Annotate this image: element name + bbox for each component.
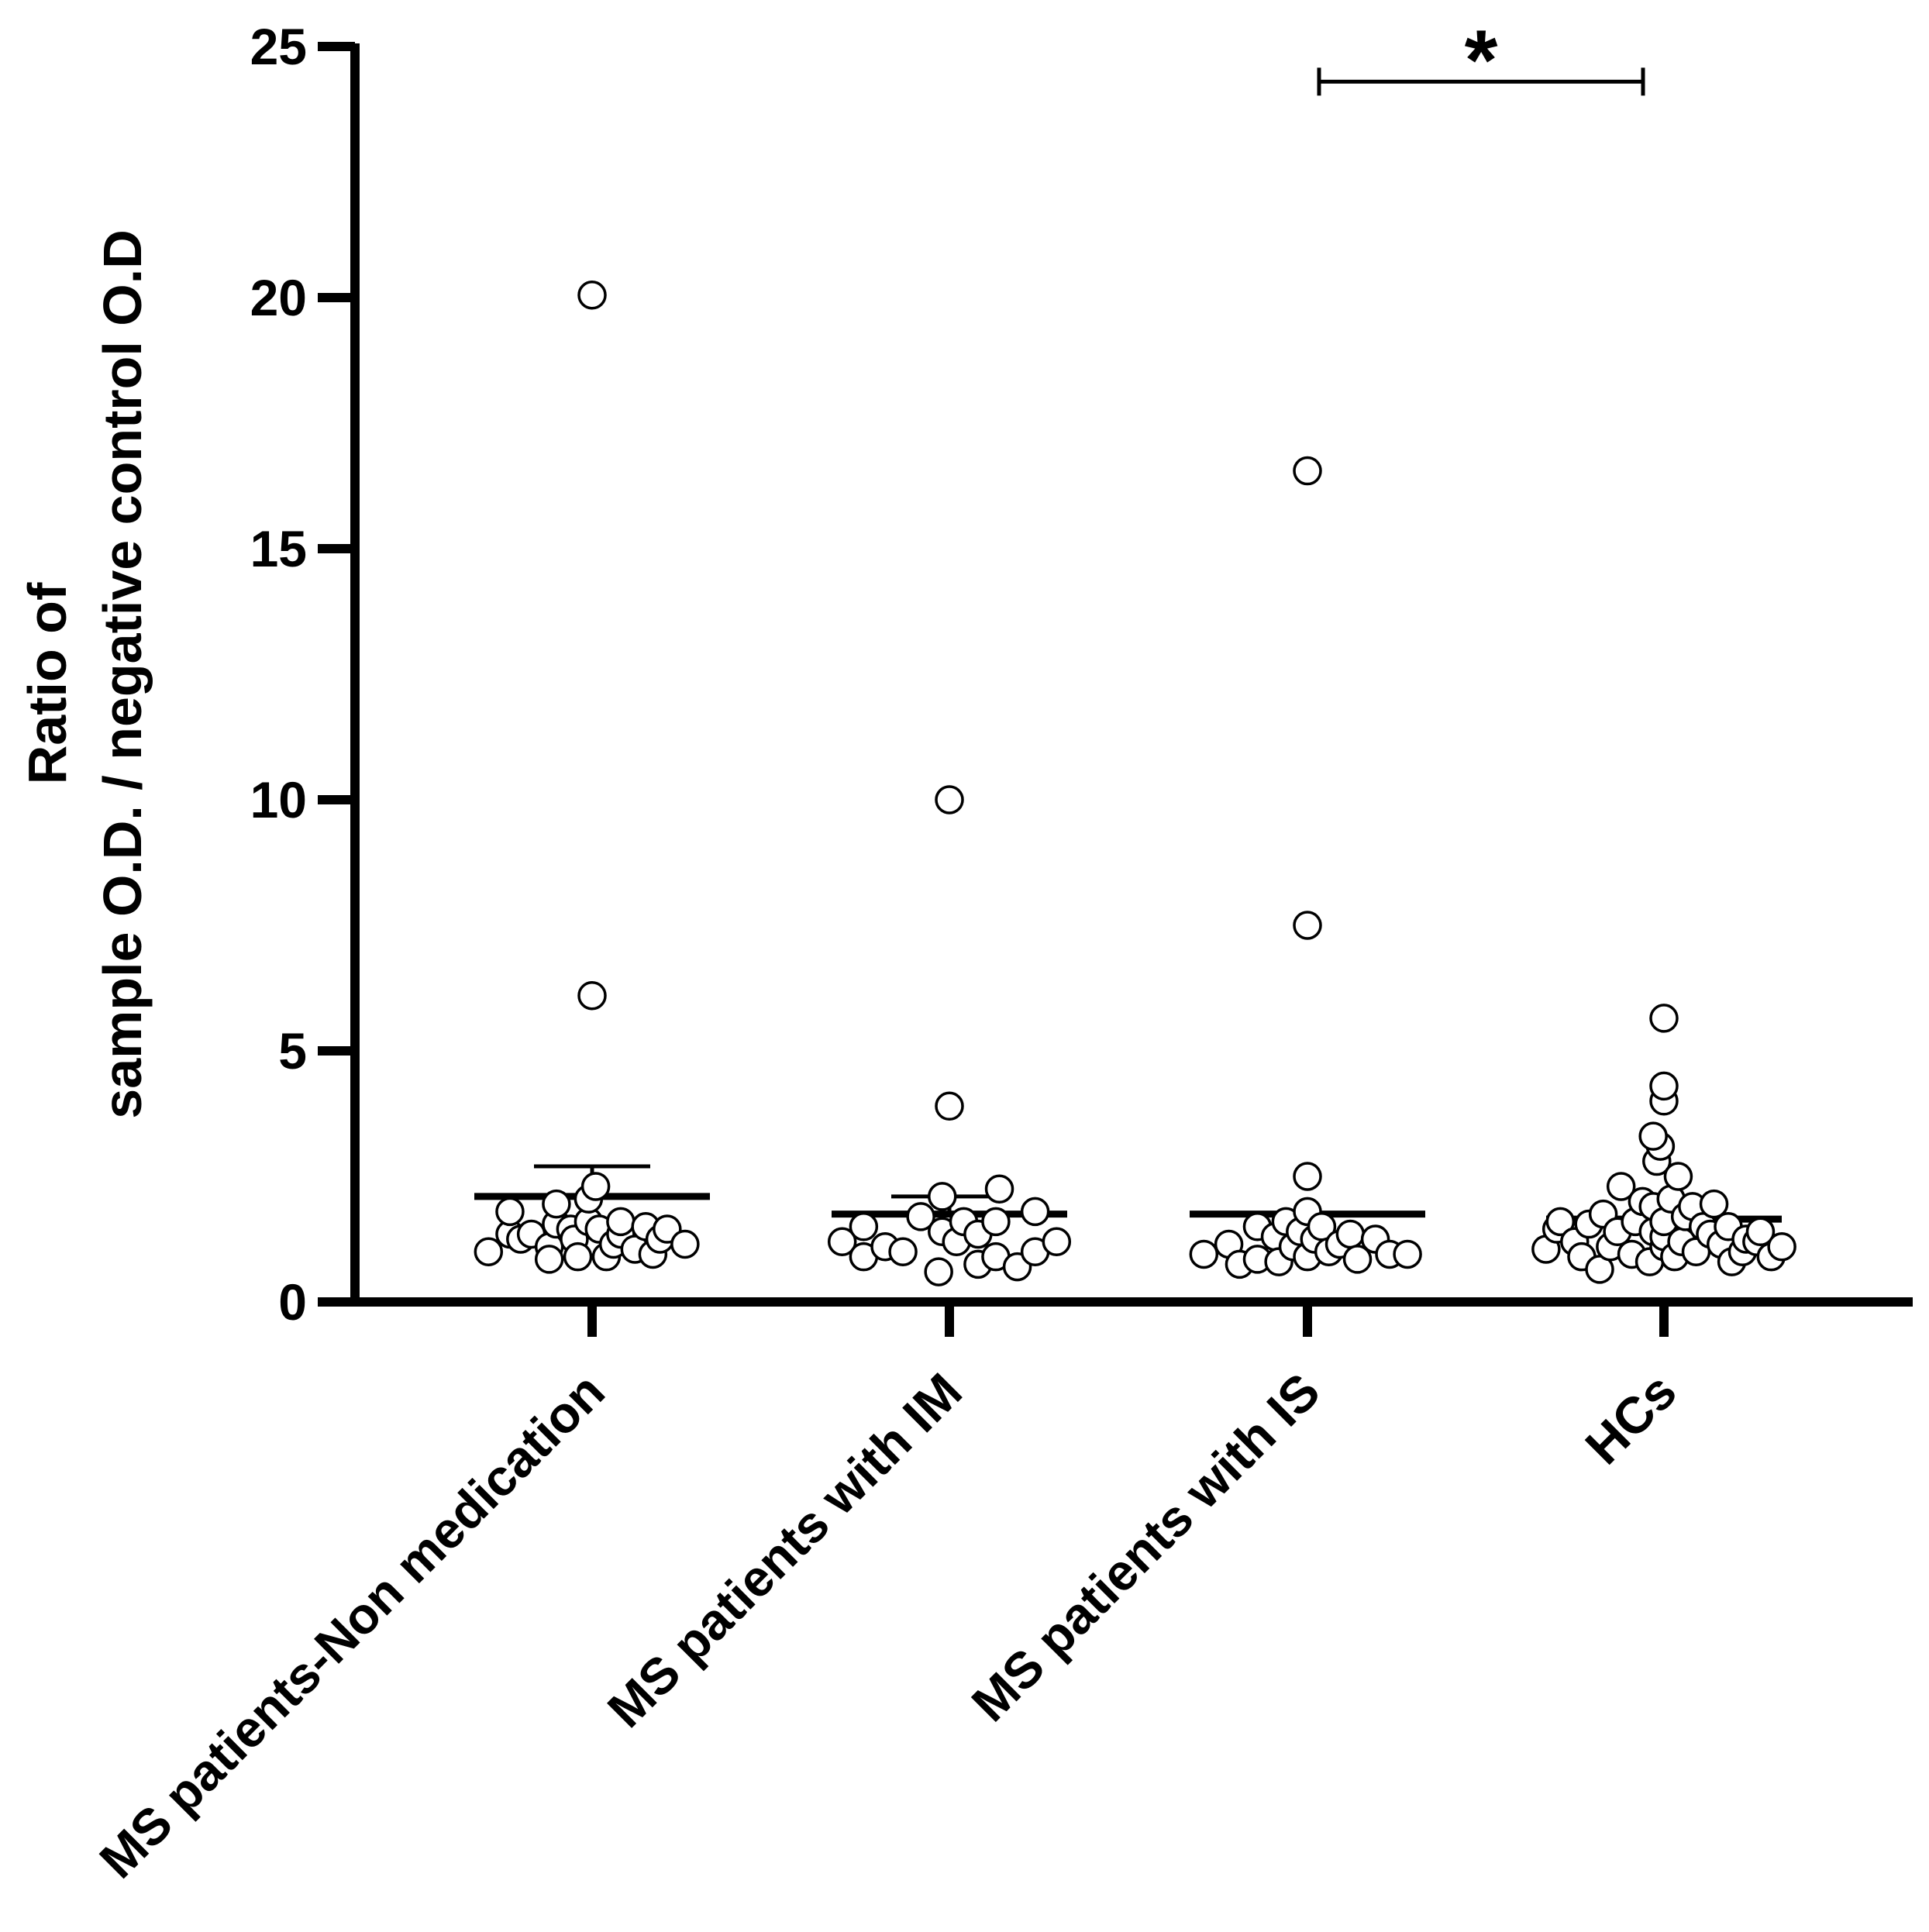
data-point bbox=[1293, 456, 1322, 486]
data-points bbox=[474, 281, 1796, 1286]
data-point bbox=[577, 980, 607, 1011]
data-point bbox=[888, 1237, 918, 1266]
data-point bbox=[827, 1227, 857, 1256]
data-point bbox=[1293, 1162, 1322, 1191]
y-tick-label: 10 bbox=[250, 771, 307, 828]
data-point bbox=[577, 281, 607, 310]
data-point bbox=[1293, 911, 1322, 940]
data-point bbox=[1638, 1121, 1668, 1151]
data-point bbox=[849, 1212, 879, 1242]
y-axis-title-line-1: Ratio of bbox=[17, 582, 78, 784]
data-point bbox=[495, 1197, 525, 1227]
data-point bbox=[1020, 1197, 1050, 1227]
data-point bbox=[935, 1091, 964, 1121]
data-point bbox=[1649, 1071, 1679, 1101]
data-point bbox=[924, 1257, 953, 1286]
y-tick-label: 5 bbox=[278, 1022, 307, 1080]
data-point bbox=[1767, 1231, 1796, 1262]
data-point bbox=[1663, 1162, 1693, 1191]
data-point bbox=[1545, 1207, 1576, 1237]
data-point bbox=[563, 1242, 593, 1272]
data-point bbox=[1342, 1245, 1373, 1274]
data-point bbox=[1393, 1239, 1422, 1269]
y-tick-label: 20 bbox=[250, 269, 307, 326]
data-point bbox=[1606, 1172, 1636, 1201]
x-category-label: HCs bbox=[1574, 1362, 1687, 1476]
significance-annotation: * bbox=[1317, 12, 1645, 108]
y-tick-label: 15 bbox=[250, 520, 307, 577]
data-point bbox=[1189, 1239, 1219, 1269]
y-tick-label: 25 bbox=[250, 18, 307, 75]
data-point bbox=[534, 1245, 564, 1274]
y-axis-title-line-2: sample O.D. / negative control O.D bbox=[92, 229, 153, 1118]
data-point bbox=[474, 1237, 504, 1266]
data-point bbox=[580, 1172, 611, 1201]
data-point bbox=[935, 785, 964, 814]
y-tick-label: 0 bbox=[278, 1273, 307, 1331]
data-point bbox=[542, 1189, 571, 1219]
data-point bbox=[906, 1202, 935, 1231]
data-point bbox=[981, 1207, 1011, 1237]
data-point bbox=[606, 1207, 636, 1237]
data-point bbox=[1649, 1004, 1679, 1033]
data-point bbox=[1699, 1189, 1729, 1219]
data-point bbox=[1042, 1227, 1072, 1256]
data-point bbox=[1745, 1217, 1776, 1247]
data-point bbox=[670, 1229, 700, 1259]
data-point bbox=[928, 1182, 957, 1211]
x-category-label: MS patients with IM bbox=[597, 1362, 973, 1738]
y-axis-ticks: 0 5 10 15 20 25 bbox=[250, 18, 355, 1331]
y-axis-title: Ratio of sample O.D. / negative control … bbox=[17, 229, 153, 1118]
x-category-label: MS patients-Non medication bbox=[88, 1362, 615, 1889]
significance-marker: * bbox=[1465, 12, 1498, 108]
x-category-label: MS patients with IS bbox=[960, 1362, 1331, 1733]
axes bbox=[350, 43, 1913, 1307]
data-point bbox=[984, 1174, 1014, 1204]
data-point bbox=[1335, 1219, 1366, 1249]
